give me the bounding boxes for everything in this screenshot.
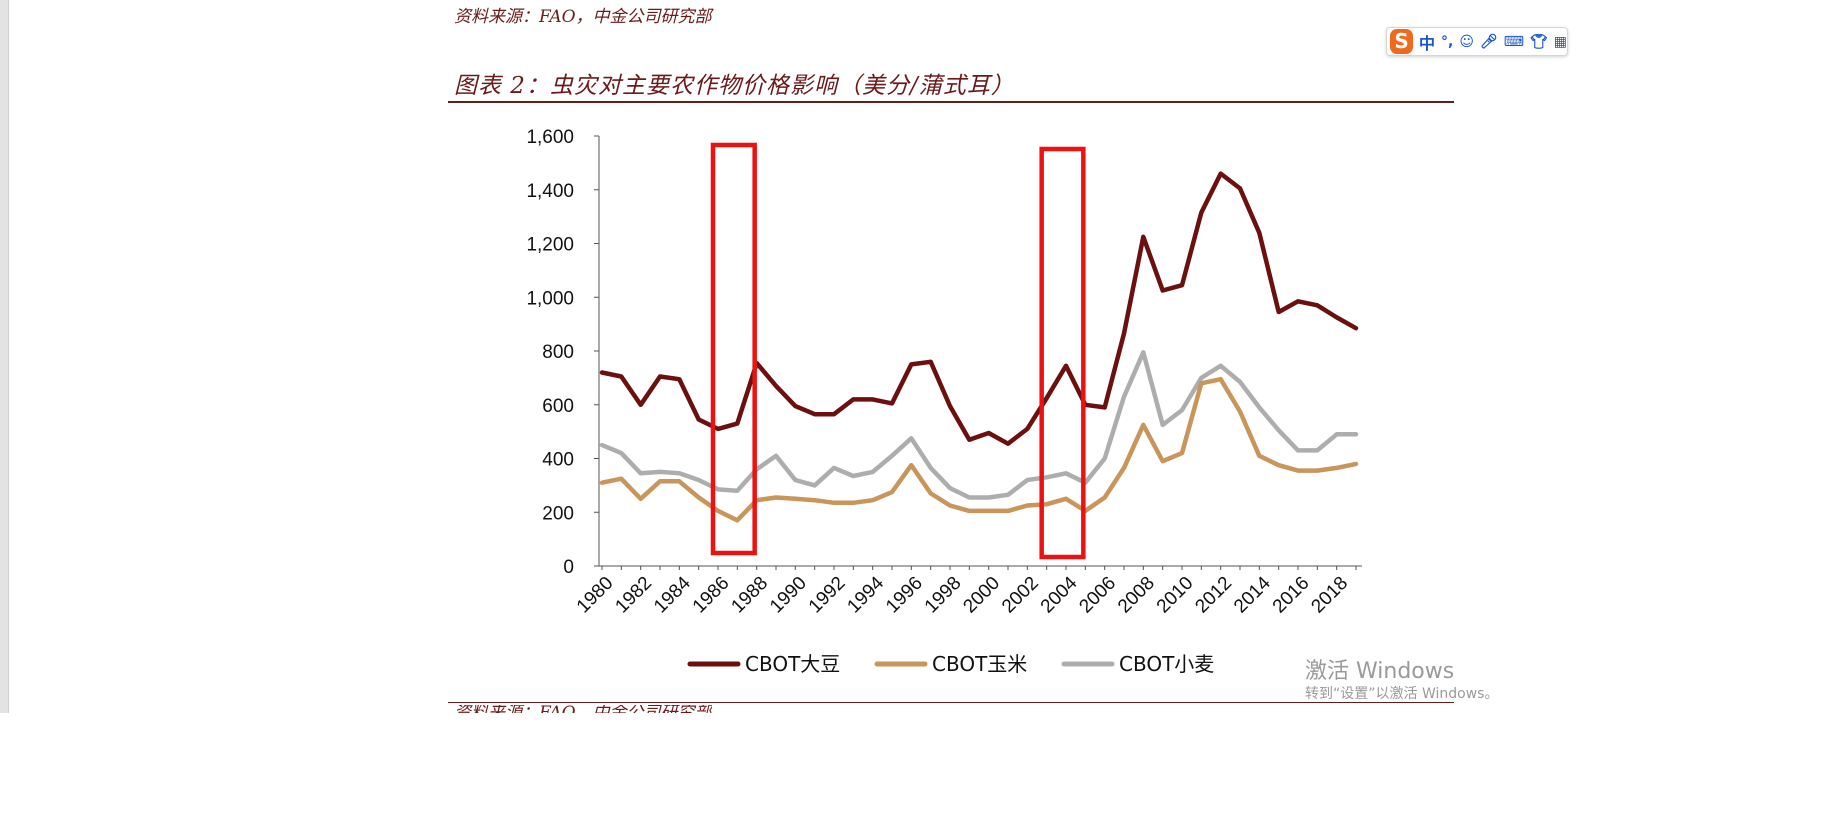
- x-tick-label: 1998: [921, 573, 966, 618]
- grid-icon[interactable]: ▦: [1553, 33, 1567, 50]
- x-tick-label: 1992: [805, 573, 850, 618]
- legend-label: CBOT小麦: [1119, 652, 1214, 676]
- y-tick-label: 1,600: [526, 127, 574, 148]
- x-tick-label: 2016: [1269, 573, 1314, 618]
- window-left-edge: [0, 0, 9, 713]
- sogou-logo-icon[interactable]: S: [1390, 29, 1414, 54]
- x-tick-label: 1984: [650, 572, 695, 617]
- x-tick-label: 2002: [998, 573, 1043, 618]
- x-tick-label: 2008: [1114, 573, 1159, 618]
- x-tick-label: 2006: [1075, 573, 1120, 618]
- x-tick-label: 2000: [959, 573, 1004, 618]
- title-underline: [448, 101, 1454, 103]
- x-tick-label: 1986: [689, 573, 734, 618]
- keyboard-icon[interactable]: ⌨: [1503, 33, 1524, 50]
- y-tick-label: 1,000: [526, 288, 574, 309]
- x-tick-label: 1996: [882, 573, 927, 618]
- highlight-box: [1039, 146, 1086, 560]
- x-tick-label: 1994: [843, 572, 888, 617]
- series-line: [599, 376, 1359, 523]
- microphone-icon[interactable]: 🎤︎: [1479, 33, 1498, 50]
- y-tick-label: 1,200: [526, 235, 574, 256]
- windows-activation-watermark: 激活 Windows 转到“设置”以激活 Windows。: [1305, 659, 1498, 703]
- x-tick-label: 2010: [1153, 573, 1198, 618]
- ime-language-toggle[interactable]: 中: [1419, 33, 1436, 53]
- x-tick-label: 2004: [1037, 572, 1082, 617]
- legend-label: CBOT玉米: [932, 652, 1027, 676]
- emoji-icon[interactable]: ☺: [1459, 33, 1474, 50]
- y-tick-label: 1,400: [526, 181, 574, 202]
- shirt-icon[interactable]: 👕︎: [1529, 33, 1548, 50]
- x-tick-label: 1980: [573, 573, 618, 618]
- source-note-top: 资料来源：FAO，中金公司研究部: [454, 7, 712, 27]
- price-line-chart: 02004006008001,0001,2001,4001,6001980198…: [526, 127, 1362, 676]
- punctuation-icon[interactable]: °,: [1441, 33, 1454, 50]
- highlight-box: [710, 142, 757, 556]
- y-tick-label: 800: [542, 342, 574, 363]
- bottom-rule: [448, 702, 1454, 703]
- y-tick-label: 400: [542, 450, 574, 471]
- x-tick-label: 2018: [1307, 573, 1352, 618]
- watermark-line1: 激活 Windows: [1305, 659, 1455, 684]
- watermark-line2: 转到“设置”以激活 Windows。: [1305, 686, 1499, 702]
- x-tick-label: 2012: [1191, 573, 1236, 618]
- legend-label: CBOT大豆: [745, 652, 840, 676]
- x-tick-label: 1990: [766, 573, 811, 618]
- figure-title: 图表 2：虫灾对主要农作物价格影响（美分/蒲式耳）: [454, 73, 1015, 99]
- y-tick-label: 600: [542, 396, 574, 417]
- series-line: [599, 350, 1359, 500]
- series-line: [599, 171, 1359, 446]
- y-tick-label: 200: [542, 503, 574, 524]
- y-tick-label: 0: [563, 557, 574, 578]
- x-tick-label: 2014: [1230, 572, 1275, 617]
- ime-toolbar[interactable]: S 中 °, ☺ 🎤︎ ⌨ 👕︎ ▦: [1386, 27, 1568, 56]
- source-note-bottom: 资料来源：FAO，中金公司研究部: [454, 705, 712, 713]
- x-tick-label: 1982: [611, 573, 656, 618]
- x-tick-label: 1988: [727, 573, 772, 618]
